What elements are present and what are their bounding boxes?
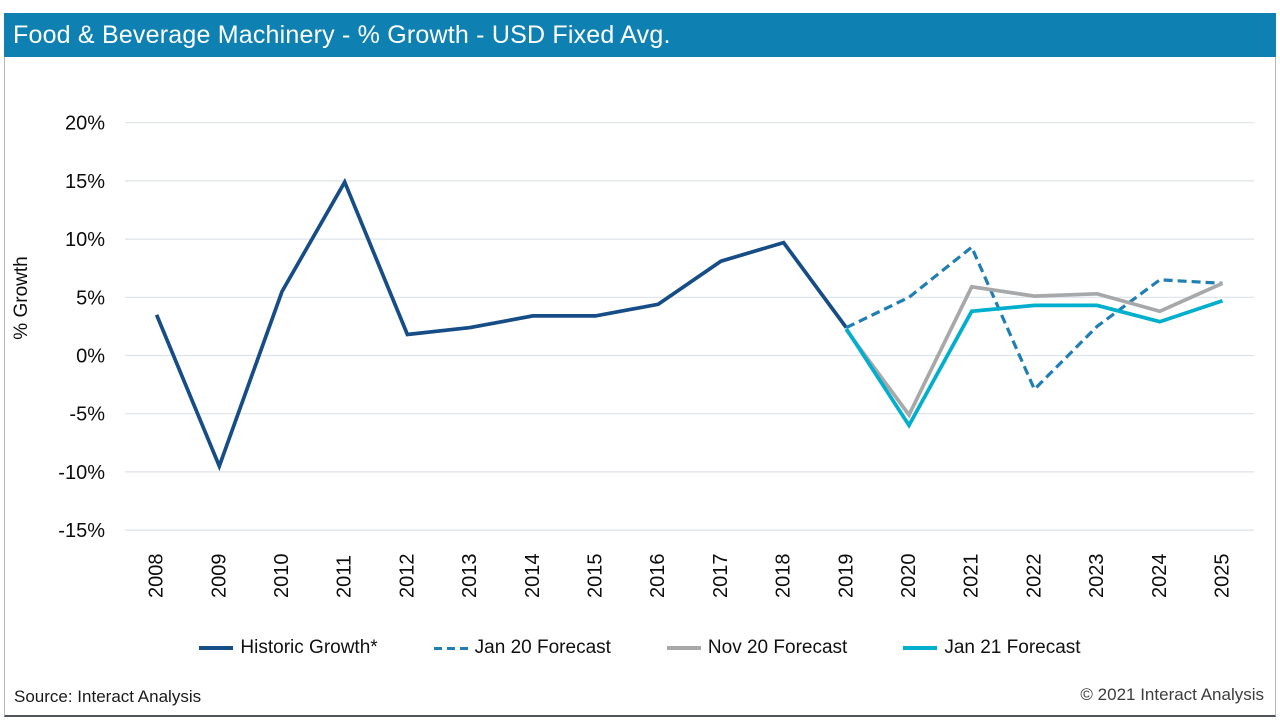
legend-label-nov-20-forecast: Nov 20 Forecast xyxy=(707,637,848,658)
legend-item-jan-21-forecast: Jan 21 Forecast xyxy=(903,637,1081,659)
series-line-historic-growth xyxy=(154,177,848,472)
legend-item-historic-growth: Historic Growth* xyxy=(199,637,378,659)
series-line-jan-21-forecast xyxy=(844,299,1224,429)
source-note: Source: Interact Analysis xyxy=(14,687,202,706)
x-tick-label: 2016 xyxy=(647,554,669,599)
y-tick-label: -15% xyxy=(58,520,105,542)
y-tick-label: 20% xyxy=(65,113,105,135)
x-tick-label: 2013 xyxy=(459,554,481,599)
legend-line-sample-jan-20-forecast xyxy=(433,646,468,650)
copyright-note: © 2021 Interact Analysis xyxy=(1080,685,1264,704)
y-tick-label: 5% xyxy=(76,287,105,309)
x-tick-label: 2024 xyxy=(1149,554,1171,599)
y-tick-label: 15% xyxy=(65,171,105,193)
chart-area: 20% 15% 10% 5% 0% -5% -10% -15% 2008 2009 2010 2011… xyxy=(4,57,1276,717)
y-tick-label: -5% xyxy=(69,404,105,426)
x-tick-label: 2019 xyxy=(835,554,857,599)
x-tick-label: 2011 xyxy=(334,555,356,598)
legend-line-sample-nov-20-forecast xyxy=(666,646,701,650)
y-tick-label: -10% xyxy=(58,462,105,484)
x-tick-label: 2014 xyxy=(522,554,544,599)
x-tick-label: 2021 xyxy=(961,554,983,599)
legend-line-sample-jan-21-forecast xyxy=(903,646,938,650)
legend-item-nov-20-forecast: Nov 20 Forecast xyxy=(666,637,848,659)
x-tick-label: 2015 xyxy=(585,554,607,599)
x-tick-label: 2025 xyxy=(1212,554,1234,599)
legend-item-jan-20-forecast: Jan 20 Forecast xyxy=(433,637,611,659)
y-axis-title: % Growth xyxy=(11,256,32,339)
x-tick-label: 2020 xyxy=(898,554,920,599)
legend-line-sample-historic-growth xyxy=(199,646,234,650)
y-tick-label: 10% xyxy=(65,229,105,251)
legend-label-historic-growth: Historic Growth* xyxy=(240,637,378,658)
x-tick-label: 2017 xyxy=(710,554,732,599)
x-tick-label: 2009 xyxy=(208,554,230,599)
x-tick-label: 2008 xyxy=(146,554,168,599)
chart-header: Food & Beverage Machinery - % Growth - U… xyxy=(4,13,1276,57)
line-chart: 20% 15% 10% 5% 0% -5% -10% -15% 2008 2009 2010 2011… xyxy=(11,113,1254,599)
legend-label-jan-21-forecast: Jan 21 Forecast xyxy=(944,637,1081,658)
x-tick-label: 2018 xyxy=(773,554,795,599)
x-tick-label: 2022 xyxy=(1023,554,1045,599)
legend-label-jan-20-forecast: Jan 20 Forecast xyxy=(474,637,611,658)
x-tick-label: 2023 xyxy=(1086,554,1108,599)
x-tick-label: 2012 xyxy=(396,554,418,599)
series-line-nov-20-forecast xyxy=(844,281,1224,419)
chart-title: Food & Beverage Machinery - % Growth - U… xyxy=(13,20,671,49)
y-tick-label: 0% xyxy=(76,346,105,368)
x-tick-label: 2010 xyxy=(271,554,293,599)
chart-legend: Historic Growth* Jan 20 Forecast Nov 20 Fo… xyxy=(5,637,1275,659)
